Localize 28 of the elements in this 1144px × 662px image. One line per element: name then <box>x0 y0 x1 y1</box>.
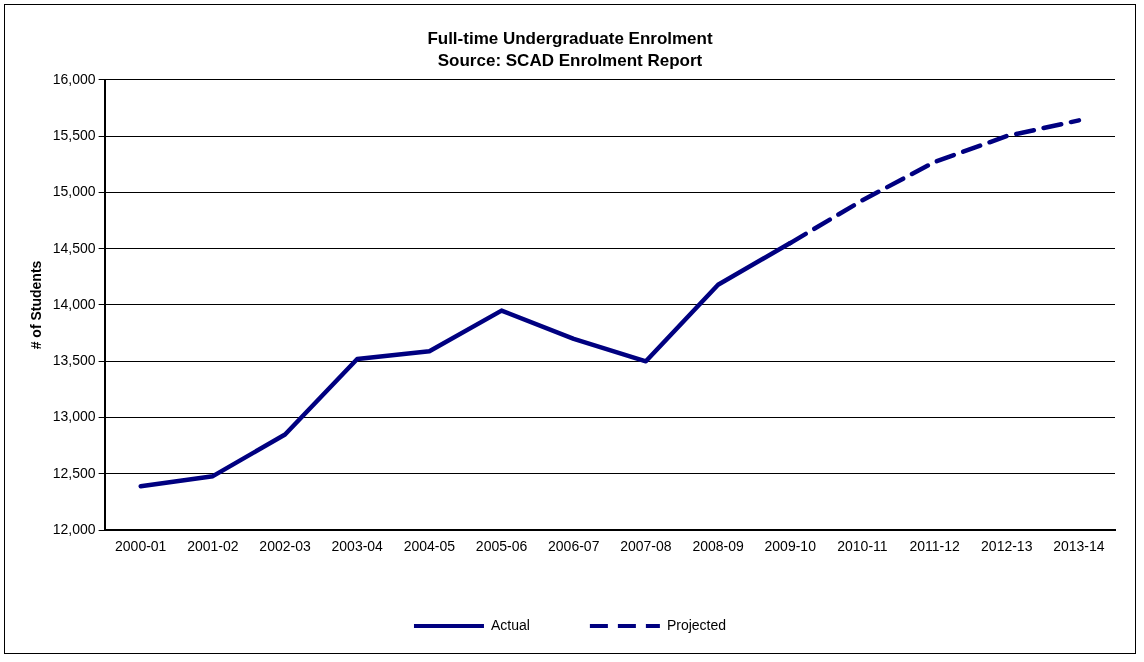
x-tick-label: 2000-01 <box>115 538 167 555</box>
y-tick-label: 12,500 <box>52 464 96 481</box>
chart-subtitle: Source: SCAD Enrolment Report <box>437 51 703 71</box>
x-tick-label: 2006-07 <box>548 538 600 555</box>
legend-label: Actual <box>490 616 530 633</box>
y-tick-label: 14,000 <box>52 295 96 312</box>
y-tick-label: 15,000 <box>52 183 96 200</box>
y-tick-label: 12,000 <box>52 521 96 538</box>
x-tick-label: 2005-06 <box>475 538 528 555</box>
x-tick-label: 2002-03 <box>259 538 311 555</box>
y-axis-title: # of Students <box>28 260 45 350</box>
x-tick-label: 2004-05 <box>403 538 456 555</box>
legend-label: Projected <box>666 616 727 633</box>
x-tick-label: 2007-08 <box>620 538 672 555</box>
x-tick-label: 2012-13 <box>981 538 1033 555</box>
x-tick-label: 2008-09 <box>692 538 744 555</box>
x-tick-label: 2013-14 <box>1053 538 1105 555</box>
y-tick-label: 16,000 <box>52 70 96 87</box>
x-tick-label: 2010-11 <box>837 538 888 555</box>
y-tick-label: 15,500 <box>52 126 96 143</box>
x-tick-label: 2003-04 <box>331 538 384 555</box>
x-tick-label: 2011-12 <box>909 538 960 555</box>
y-tick-label: 14,500 <box>52 239 96 256</box>
x-tick-label: 2009-10 <box>764 538 817 555</box>
y-tick-label: 13,000 <box>52 408 96 425</box>
y-tick-label: 13,500 <box>52 352 96 369</box>
chart-title: Full-time Undergraduate Enrolment <box>427 28 713 48</box>
x-tick-label: 2001-02 <box>187 538 239 555</box>
